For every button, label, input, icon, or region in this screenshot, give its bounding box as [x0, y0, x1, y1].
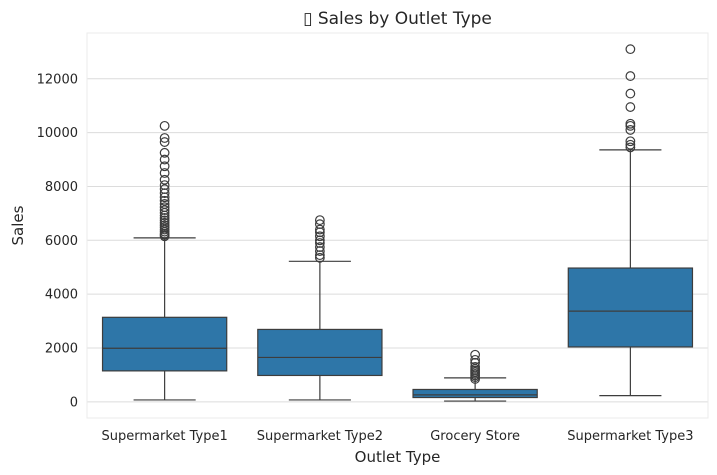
x-axis-label: Outlet Type	[355, 448, 441, 466]
box-grocery-store	[412, 349, 538, 402]
outlier-point	[159, 180, 170, 191]
outlier-point	[159, 202, 170, 213]
outlier-point	[625, 102, 636, 112]
outlier-point	[625, 44, 636, 55]
y-tick-labels: 0 2000 4000 6000 8000 10000 12000	[37, 72, 78, 410]
iqr-box	[567, 267, 694, 348]
outlier-point	[625, 88, 636, 99]
outlier-point	[314, 219, 325, 230]
outlier-point	[314, 231, 325, 242]
x-tick-labels: Supermarket Type1 Supermarket Type2 Grocer…	[101, 429, 693, 444]
outlier-point	[625, 139, 636, 150]
box-supermarket-type3	[567, 44, 694, 397]
outlier-point	[625, 136, 636, 147]
iqr-box	[412, 388, 538, 399]
outlier-point	[159, 184, 170, 195]
plot-frame	[86, 32, 709, 419]
outlier-point	[159, 205, 170, 216]
y-tick-label: 10000	[37, 126, 78, 141]
outlier-point	[470, 354, 481, 365]
iqr-box	[101, 316, 228, 372]
chart-title: ▯ Sales by Outlet Type	[303, 9, 492, 29]
y-tick-label: 0	[70, 395, 78, 410]
outlier-point	[159, 120, 170, 131]
outlier-point	[470, 349, 481, 360]
boxes-layer	[101, 44, 694, 402]
outlier-point	[625, 118, 636, 129]
outlier-point	[159, 213, 170, 223]
y-axis-label: Sales	[9, 205, 27, 245]
outlier-point	[159, 154, 170, 165]
outlier-point	[159, 220, 170, 231]
outlier-point	[314, 215, 325, 226]
outlier-point	[159, 199, 170, 209]
outlier-point	[159, 215, 170, 226]
box-supermarket-type1	[101, 120, 228, 401]
x-tick-label: Supermarket Type3	[567, 429, 693, 444]
outlier-point	[159, 133, 170, 143]
outlier-point	[159, 168, 170, 178]
y-tick-label: 6000	[45, 234, 78, 249]
outlier-point	[625, 125, 636, 135]
outlier-point	[159, 137, 170, 147]
iqr-box	[257, 328, 383, 377]
x-tick-label: Supermarket Type2	[257, 429, 383, 444]
outlier-point	[159, 195, 170, 206]
y-tick-label: 12000	[37, 72, 78, 87]
outlier-point	[159, 217, 170, 228]
outlier-point	[314, 238, 325, 248]
y-tick-label: 8000	[45, 180, 78, 195]
outlier-point	[314, 242, 325, 252]
y-tick-label: 2000	[45, 342, 78, 357]
x-tick-label: Grocery Store	[430, 429, 520, 444]
outlier-point	[159, 147, 170, 158]
outlier-point	[159, 174, 170, 185]
outlier-point	[470, 361, 481, 372]
outlier-point	[159, 161, 170, 172]
outlier-point	[314, 224, 325, 235]
y-tick-label: 4000	[45, 288, 78, 303]
outlier-point	[625, 71, 636, 81]
box-supermarket-type2	[257, 215, 383, 401]
outlier-point	[314, 252, 325, 263]
x-tick-label: Supermarket Type1	[101, 429, 227, 444]
outlier-point	[625, 142, 636, 153]
